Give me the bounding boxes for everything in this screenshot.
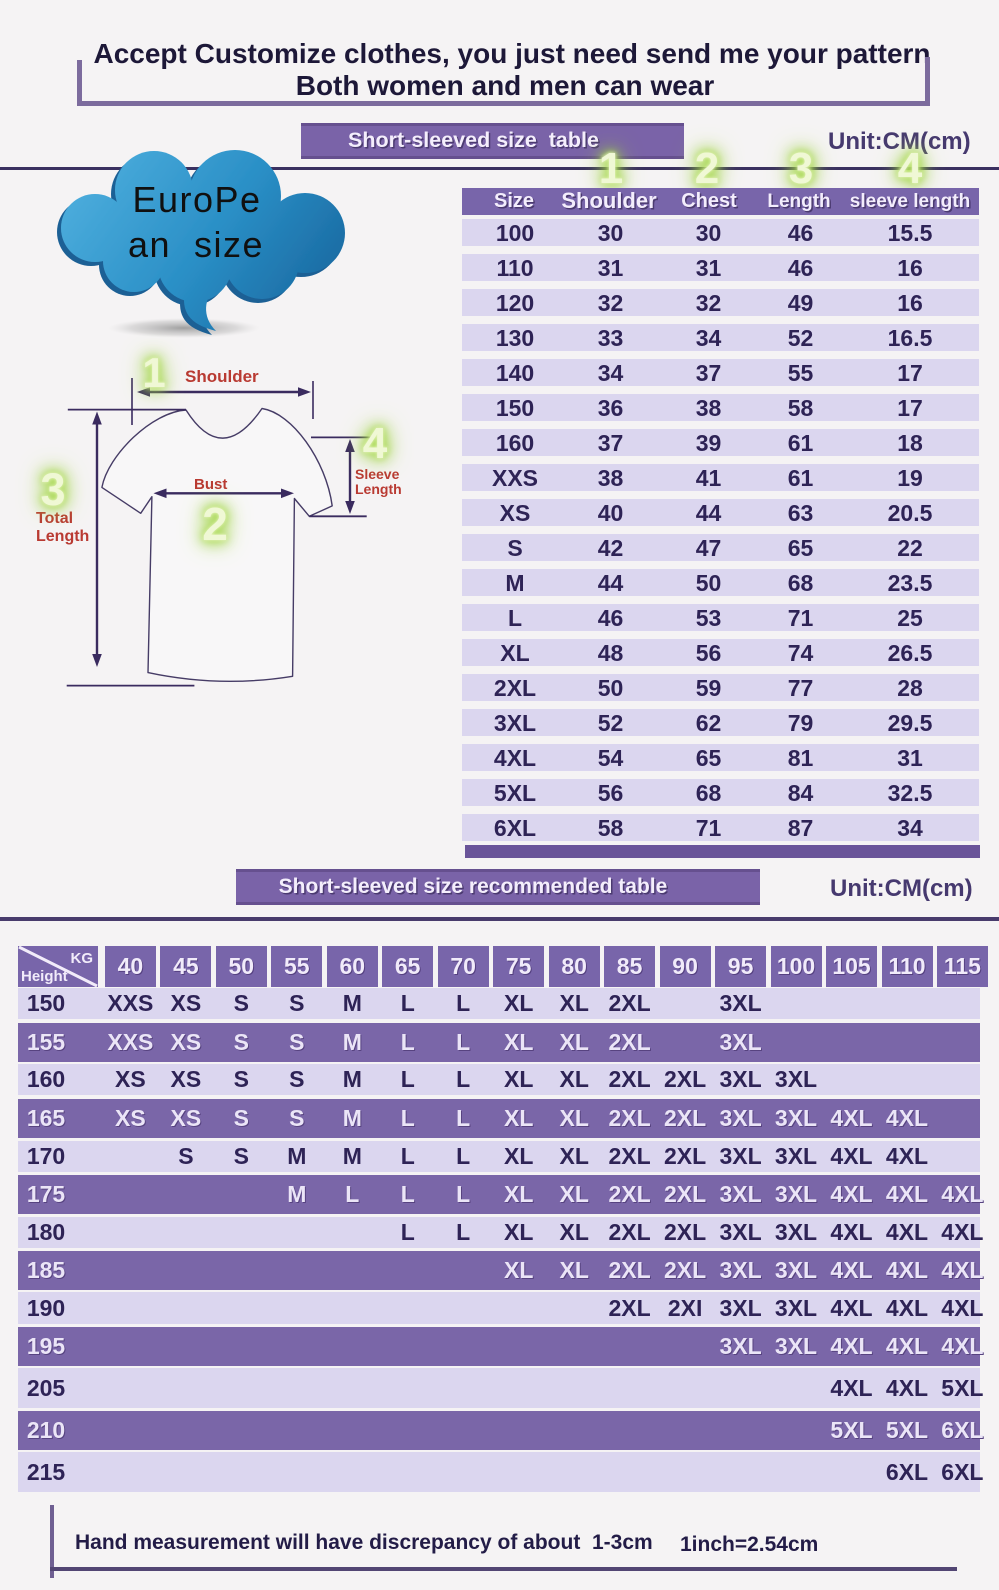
svg-text:an size: an size xyxy=(128,224,264,265)
svg-text:EuroPe: EuroPe xyxy=(132,179,261,220)
